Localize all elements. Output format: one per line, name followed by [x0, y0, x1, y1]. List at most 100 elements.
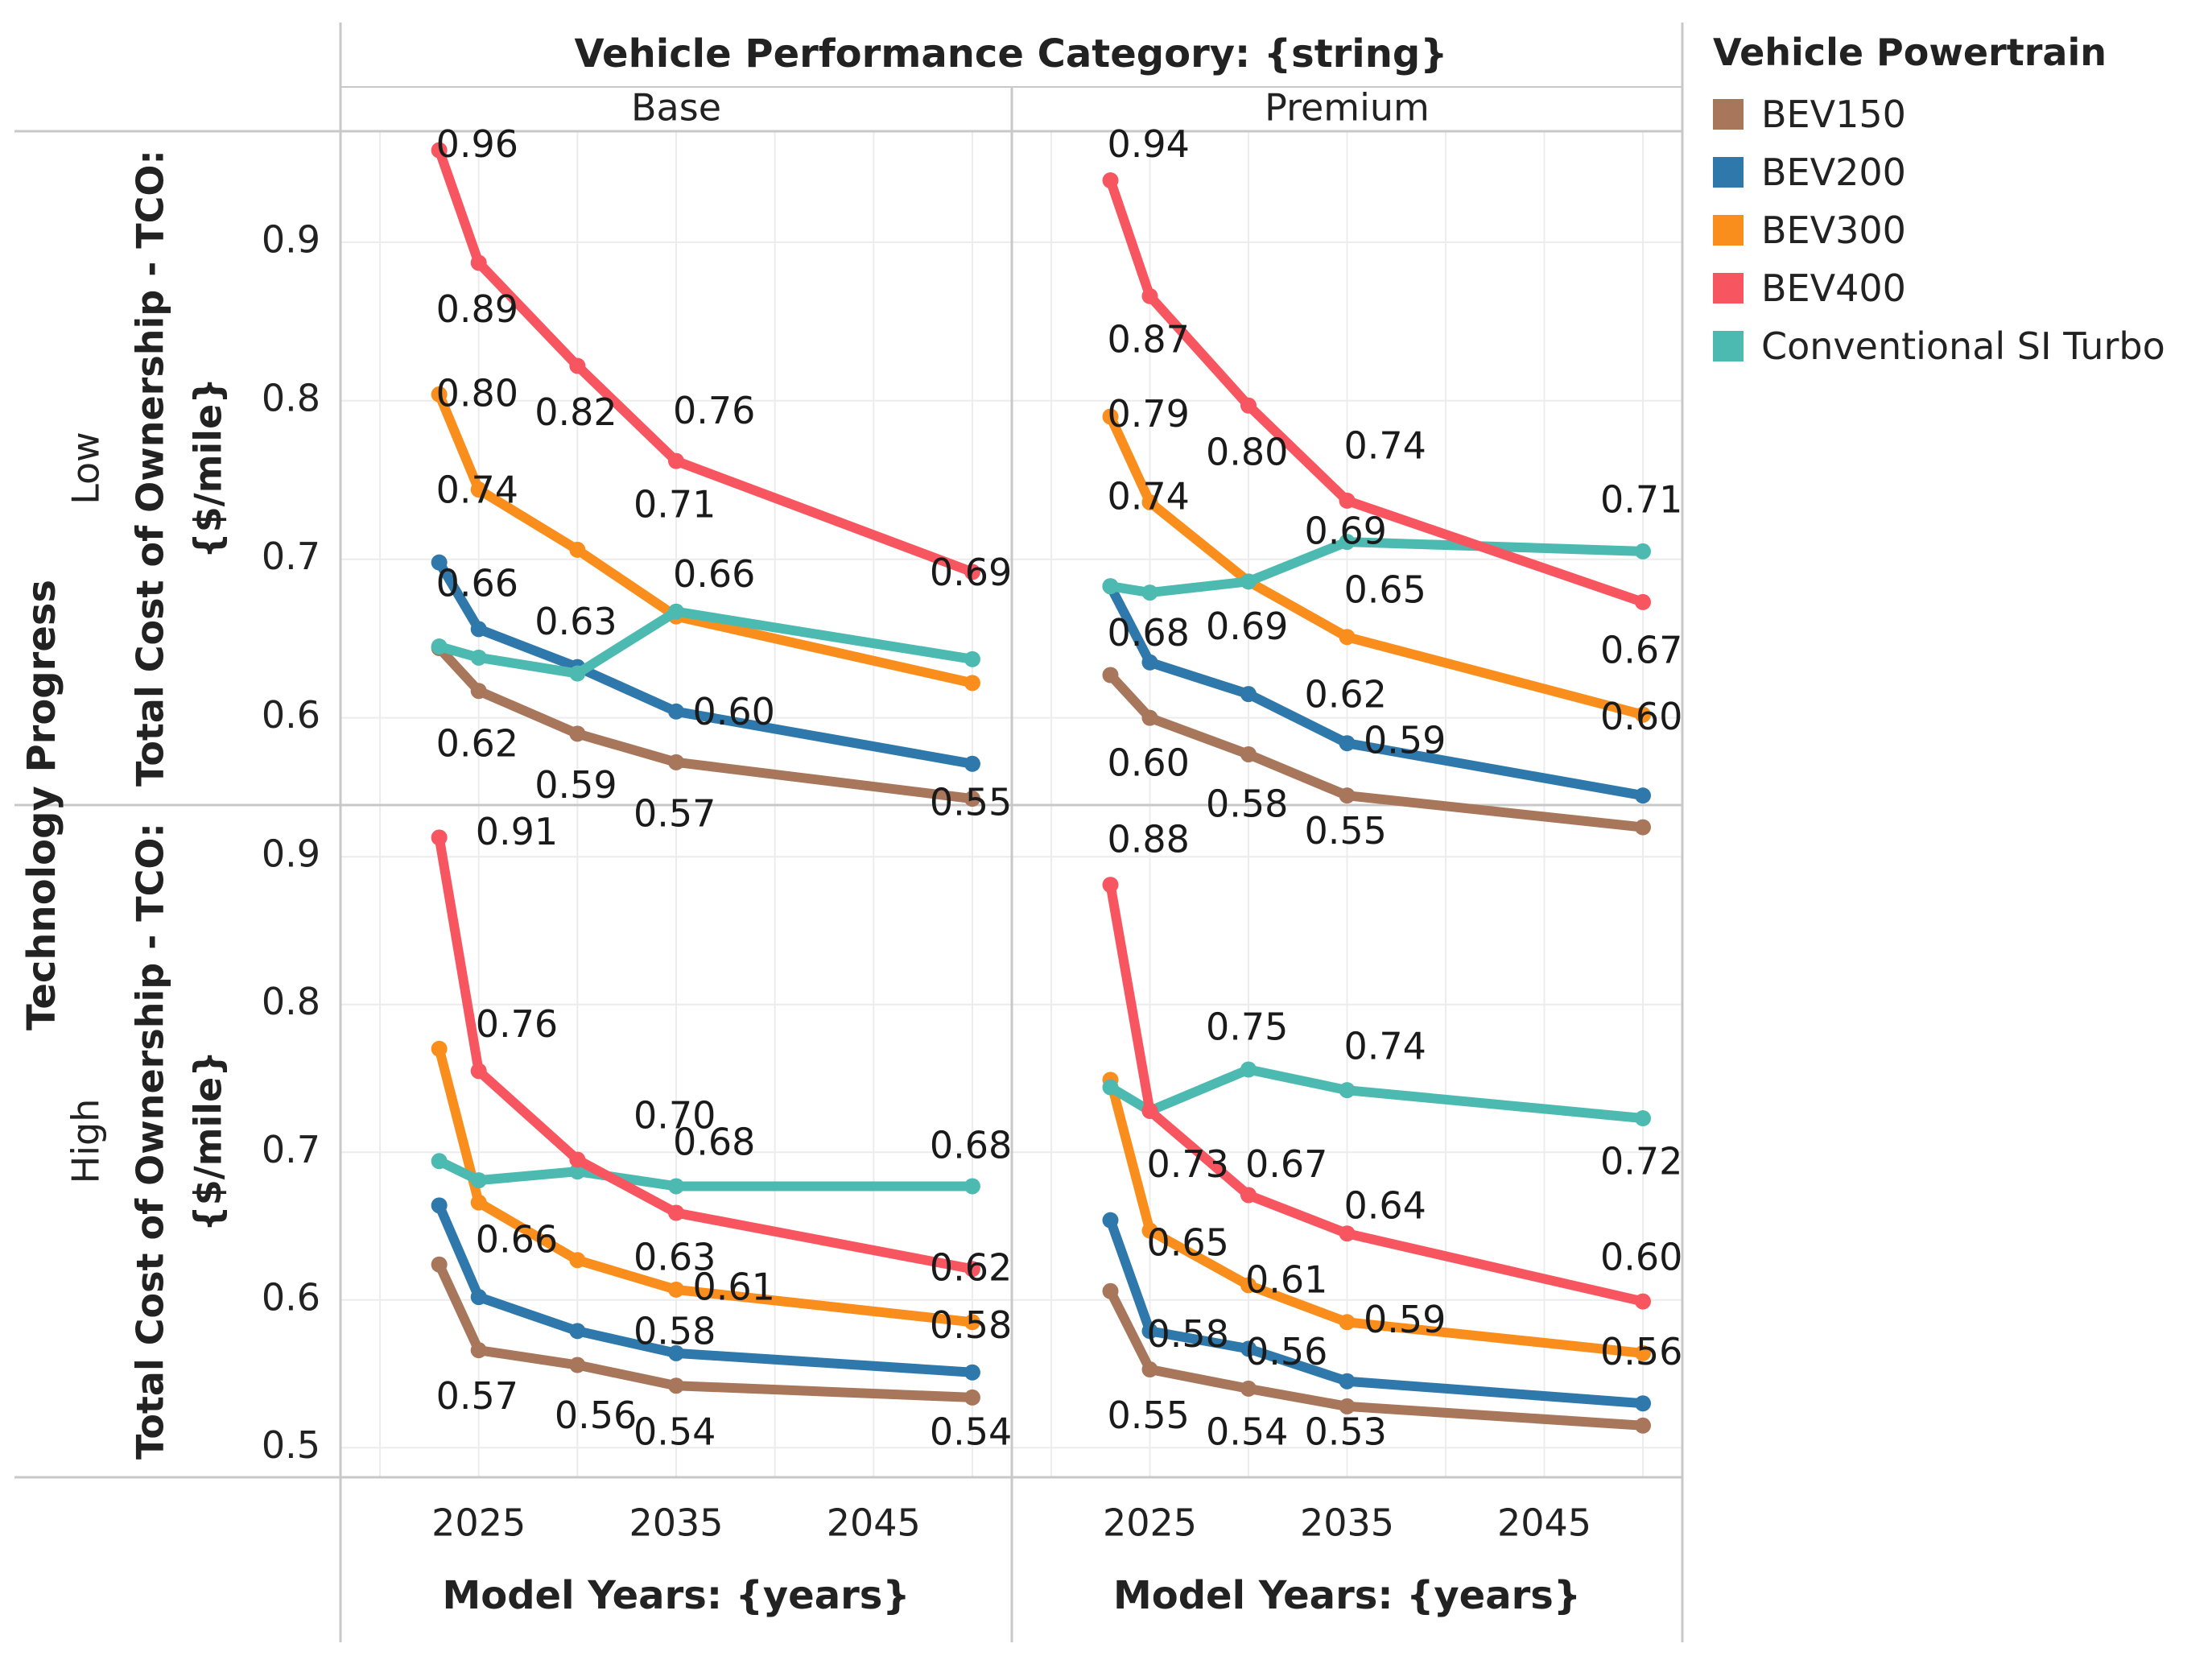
data-point-bev300-high-premium-2025[interactable] — [1141, 1222, 1158, 1239]
data-point-conventional-si-turbo-low-base-2030[interactable] — [569, 665, 586, 682]
data-point-bev150-high-base-2050[interactable] — [964, 1389, 980, 1406]
data-point-bev200-low-premium-2030[interactable] — [1240, 686, 1257, 703]
data-point-conventional-si-turbo-low-base-2050[interactable] — [964, 650, 980, 667]
data-point-bev200-high-base-2030[interactable] — [569, 1323, 586, 1340]
legend-item-bev200[interactable]: BEV200 — [1713, 143, 2204, 201]
data-point-bev400-low-premium-2025[interactable] — [1141, 287, 1158, 304]
data-point-bev200-high-premium-2030[interactable] — [1240, 1340, 1257, 1357]
data-point-bev200-low-base-2025[interactable] — [470, 621, 487, 638]
data-point-conventional-si-turbo-high-premium-2050[interactable] — [1635, 1110, 1651, 1127]
data-point-bev150-high-premium-2023[interactable] — [1102, 1282, 1119, 1299]
data-point-bev200-high-premium-2025[interactable] — [1141, 1323, 1158, 1340]
data-point-conventional-si-turbo-low-premium-2050[interactable] — [1635, 543, 1651, 560]
data-point-bev200-low-premium-2025[interactable] — [1141, 654, 1158, 671]
data-point-bev400-high-premium-2030[interactable] — [1240, 1187, 1257, 1204]
data-point-bev150-high-premium-2030[interactable] — [1240, 1380, 1257, 1397]
data-point-bev300-low-premium-2035[interactable] — [1339, 629, 1356, 646]
data-point-bev200-low-base-2023[interactable] — [431, 554, 448, 571]
series-line-conventional-si-turbo-high-premium[interactable] — [1105, 1064, 1648, 1124]
data-point-bev150-low-base-2035[interactable] — [668, 754, 684, 770]
data-point-bev300-low-base-2030[interactable] — [569, 541, 586, 558]
data-point-bev400-high-base-2050[interactable] — [964, 1261, 980, 1278]
data-point-bev200-high-base-2050[interactable] — [964, 1364, 980, 1381]
data-point-bev150-high-premium-2050[interactable] — [1635, 1417, 1651, 1434]
data-point-bev400-high-premium-2035[interactable] — [1339, 1225, 1356, 1242]
data-point-bev300-low-premium-2023[interactable] — [1102, 408, 1119, 425]
data-point-bev150-low-premium-2030[interactable] — [1240, 745, 1257, 762]
data-point-bev400-low-base-2030[interactable] — [569, 357, 586, 374]
data-point-bev400-low-premium-2030[interactable] — [1240, 397, 1257, 414]
data-point-bev200-high-base-2025[interactable] — [470, 1289, 487, 1306]
data-point-bev400-low-premium-2023[interactable] — [1102, 172, 1119, 189]
data-point-bev150-low-premium-2023[interactable] — [1102, 667, 1119, 683]
data-point-conventional-si-turbo-high-premium-2030[interactable] — [1240, 1061, 1257, 1078]
data-point-bev200-low-premium-2050[interactable] — [1635, 787, 1651, 804]
data-point-bev300-high-premium-2035[interactable] — [1339, 1314, 1356, 1331]
data-point-bev300-high-base-2035[interactable] — [668, 1281, 684, 1298]
series-line-conventional-si-turbo-high-base[interactable] — [434, 1156, 977, 1191]
data-point-bev150-low-premium-2035[interactable] — [1339, 787, 1356, 804]
data-point-conventional-si-turbo-low-premium-2025[interactable] — [1141, 584, 1158, 601]
data-point-bev400-low-premium-2050[interactable] — [1635, 593, 1651, 610]
data-point-bev400-high-base-2023[interactable] — [431, 829, 448, 846]
data-point-bev150-low-premium-2025[interactable] — [1141, 709, 1158, 726]
data-point-bev150-low-premium-2050[interactable] — [1635, 819, 1651, 836]
data-point-bev400-high-base-2025[interactable] — [470, 1063, 487, 1080]
data-point-bev400-high-premium-2025[interactable] — [1141, 1102, 1158, 1119]
data-point-bev150-high-base-2035[interactable] — [668, 1377, 684, 1394]
data-point-bev400-high-premium-2023[interactable] — [1102, 877, 1119, 894]
legend-item-bev150[interactable]: BEV150 — [1713, 85, 2204, 143]
data-point-bev400-low-premium-2035[interactable] — [1339, 492, 1356, 509]
data-point-bev300-low-premium-2050[interactable] — [1635, 706, 1651, 723]
data-point-bev400-low-base-2023[interactable] — [431, 142, 448, 159]
data-point-bev200-high-premium-2023[interactable] — [1102, 1212, 1119, 1229]
data-point-bev200-low-premium-2035[interactable] — [1339, 735, 1356, 752]
data-point-bev400-low-base-2025[interactable] — [470, 254, 487, 271]
data-point-bev300-high-base-2050[interactable] — [964, 1314, 980, 1331]
data-point-conventional-si-turbo-high-premium-2023[interactable] — [1102, 1079, 1119, 1096]
data-point-conventional-si-turbo-low-premium-2030[interactable] — [1240, 573, 1257, 590]
data-point-bev400-high-base-2035[interactable] — [668, 1204, 684, 1221]
data-point-conventional-si-turbo-high-base-2025[interactable] — [470, 1172, 487, 1189]
data-point-bev150-high-premium-2035[interactable] — [1339, 1398, 1356, 1414]
data-point-bev300-low-premium-2025[interactable] — [1141, 493, 1158, 510]
data-point-conventional-si-turbo-high-base-2023[interactable] — [431, 1153, 448, 1170]
data-point-bev400-high-base-2030[interactable] — [569, 1151, 586, 1168]
data-point-bev300-high-premium-2050[interactable] — [1635, 1344, 1651, 1361]
data-point-conventional-si-turbo-low-base-2035[interactable] — [668, 603, 684, 620]
data-point-bev300-high-premium-2030[interactable] — [1240, 1277, 1257, 1294]
data-point-bev300-low-base-2025[interactable] — [470, 481, 487, 498]
data-point-conventional-si-turbo-high-base-2050[interactable] — [964, 1178, 980, 1195]
data-point-bev150-low-base-2025[interactable] — [470, 683, 487, 700]
data-point-bev300-low-base-2050[interactable] — [964, 675, 980, 692]
data-point-conventional-si-turbo-low-base-2023[interactable] — [431, 638, 448, 655]
data-point-bev300-high-base-2023[interactable] — [431, 1040, 448, 1057]
data-point-conventional-si-turbo-high-base-2030[interactable] — [569, 1163, 586, 1180]
data-point-conventional-si-turbo-high-base-2035[interactable] — [668, 1178, 684, 1195]
data-point-bev200-high-base-2035[interactable] — [668, 1344, 684, 1361]
data-point-bev150-high-base-2025[interactable] — [470, 1342, 487, 1359]
data-point-conventional-si-turbo-high-premium-2035[interactable] — [1339, 1082, 1356, 1099]
data-point-bev400-low-base-2050[interactable] — [964, 564, 980, 580]
legend-item-bev400[interactable]: BEV400 — [1713, 259, 2204, 317]
data-point-bev200-low-base-2050[interactable] — [964, 755, 980, 772]
legend-item-conventional-si-turbo[interactable]: Conventional SI Turbo — [1713, 317, 2204, 375]
data-point-bev400-low-base-2035[interactable] — [668, 452, 684, 469]
data-point-bev300-low-base-2023[interactable] — [431, 386, 448, 403]
data-point-conventional-si-turbo-low-premium-2023[interactable] — [1102, 578, 1119, 595]
data-point-bev150-high-base-2030[interactable] — [569, 1357, 586, 1373]
data-point-bev150-low-base-2030[interactable] — [569, 725, 586, 742]
legend-item-bev300[interactable]: BEV300 — [1713, 201, 2204, 259]
data-point-bev200-high-base-2023[interactable] — [431, 1197, 448, 1214]
data-point-bev200-high-premium-2050[interactable] — [1635, 1395, 1651, 1412]
data-point-bev300-high-base-2030[interactable] — [569, 1252, 586, 1269]
series-line-bev400-high-base[interactable] — [434, 832, 977, 1274]
data-point-conventional-si-turbo-low-premium-2035[interactable] — [1339, 534, 1356, 551]
data-point-bev150-low-base-2050[interactable] — [964, 791, 980, 807]
data-point-bev150-high-premium-2025[interactable] — [1141, 1361, 1158, 1378]
data-point-bev150-high-base-2023[interactable] — [431, 1256, 448, 1273]
data-point-conventional-si-turbo-low-base-2025[interactable] — [470, 649, 487, 666]
data-point-bev200-high-premium-2035[interactable] — [1339, 1373, 1356, 1390]
data-point-bev200-low-base-2035[interactable] — [668, 703, 684, 720]
data-point-bev300-high-base-2025[interactable] — [470, 1194, 487, 1211]
